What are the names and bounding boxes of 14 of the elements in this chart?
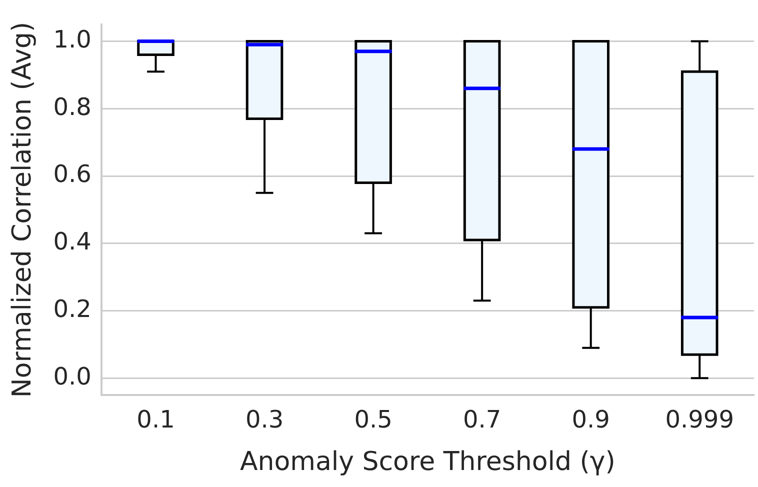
x-tick-label: 0.999	[665, 406, 734, 434]
x-tick-label: 0.1	[136, 406, 175, 434]
y-tick-label: 1.0	[53, 25, 92, 54]
y-tick-label: 0.4	[53, 228, 92, 256]
y-tick-label: 0.6	[53, 160, 92, 188]
x-tick-label: 0.5	[354, 406, 392, 434]
x-tick-label: 0.3	[245, 406, 284, 434]
y-tick-label: 0.8	[53, 92, 92, 121]
y-tick-label: 0.2	[53, 295, 92, 324]
y-tick-label: 0.0	[53, 362, 92, 390]
y-axis-title: Normalized Correlation (Avg)	[7, 22, 38, 398]
x-axis-title: Anomaly Score Threshold (γ)	[240, 447, 616, 478]
x-tick-label: 0.7	[462, 406, 502, 434]
x-tick-label: 0.9	[572, 406, 610, 434]
